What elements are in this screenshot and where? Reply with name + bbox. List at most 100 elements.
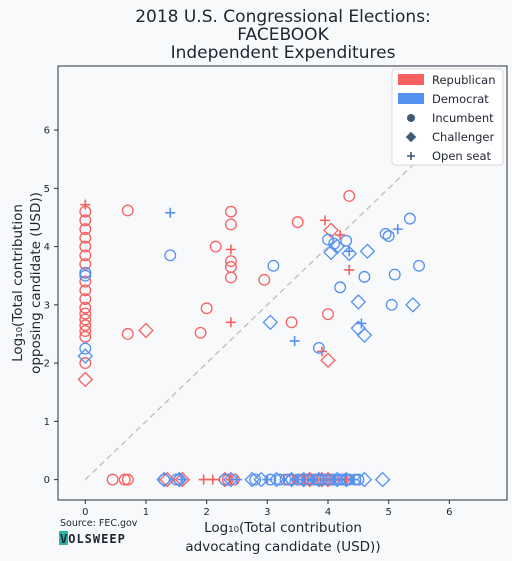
y-axis-label-line-1: Log₁₀(Total contribution [10, 204, 26, 362]
democrat-open-seat-point [165, 207, 176, 218]
legend-marker-incumbent [407, 114, 415, 122]
democrat-challenger-point [283, 471, 300, 488]
republican-incumbent-point [79, 307, 92, 320]
republican-incumbent-point [224, 218, 237, 231]
democrat-open-seat-point [289, 335, 300, 346]
brand-logo-mark [59, 531, 68, 545]
source-note: Source: FEC.gov [60, 518, 138, 529]
republican-challenger-point [323, 222, 339, 239]
republican-open-seat-point [316, 346, 327, 357]
democrat-open-seat-point [392, 224, 403, 235]
democrat-challenger-point [329, 238, 345, 255]
republican-incumbent-point [79, 357, 92, 370]
democrat-challenger-point [359, 243, 376, 260]
republican-incumbent-point [224, 255, 237, 268]
democrat-challenger-point [356, 327, 373, 343]
y-axis-label-line-2: opposing candidate (USD)) [28, 192, 44, 374]
legend-items: Republican Democrat Incumbent Challenger Ope… [398, 73, 496, 163]
democrat-open-seat-point [329, 474, 340, 485]
chart-title: 2018 U.S. Congressional Elections: FACEB… [135, 7, 431, 63]
democrat-incumbent-point [358, 270, 371, 283]
democrat-incumbent-point [79, 342, 92, 355]
y-tick-label: 3 [44, 300, 50, 311]
republican-open-seat-point [198, 474, 209, 485]
legend: Republican Democrat Incumbent Challenger Ope… [391, 68, 504, 166]
democrat-challenger-point [374, 471, 391, 488]
democrat-incumbent-point [413, 259, 425, 272]
republican-open-seat-point [335, 229, 346, 240]
legend-marker-open-seat [407, 152, 415, 160]
republican-open-seat-point [207, 474, 218, 485]
y-axis-label: Log₁₀(Total contribution opposing candid… [10, 192, 44, 374]
democrat-incumbent-point [385, 298, 398, 311]
y-axis-ticks: 0 1 2 3 4 5 6 [44, 126, 58, 486]
democrat-incumbent-point [312, 342, 325, 354]
democrat-incumbent-point [340, 234, 353, 247]
brand-logo-text: VOLSWEEP [60, 532, 126, 546]
x-tick-label: 2 [203, 507, 209, 518]
republican-incumbent-point [118, 473, 131, 486]
democrat-challenger-point [223, 471, 239, 488]
chart-title-line-2: FACEBOOK [237, 25, 329, 45]
democrat-incumbent-point [164, 249, 177, 262]
democrat-open-seat-point [347, 474, 358, 485]
democrat-challenger-point [338, 471, 355, 488]
chart-title-line-1: 2018 U.S. Congressional Elections: [135, 7, 431, 27]
y-tick-label: 6 [44, 126, 50, 137]
x-axis-label-line-1: Log₁₀(Total contribution [204, 520, 362, 536]
democrat-challenger-point [311, 471, 327, 488]
republican-incumbent-point [322, 308, 334, 321]
democrat-challenger-point [171, 471, 188, 488]
democrat-challenger-point [253, 471, 270, 488]
republican-incumbent-point [209, 240, 222, 253]
y-tick-label: 5 [44, 184, 50, 195]
republican-incumbent-point [79, 325, 92, 338]
democrat-challenger-point [77, 348, 94, 364]
data-points [77, 189, 425, 488]
x-tick-label: 3 [264, 507, 270, 518]
democrat-challenger-point [323, 244, 339, 261]
democrat-incumbent-point [158, 473, 171, 486]
republican-incumbent-point [200, 302, 213, 315]
legend-label-republican: Republican [432, 73, 496, 87]
democrat-open-seat-point [356, 318, 367, 329]
y-tick-label: 2 [44, 359, 50, 370]
legend-swatch-democrat [398, 93, 424, 104]
republican-open-seat-point [344, 264, 355, 275]
republican-incumbent-point [291, 216, 304, 229]
republican-open-seat-point [80, 199, 91, 210]
republican-incumbent-point [224, 271, 237, 284]
democrat-open-seat-point [262, 474, 273, 485]
democrat-incumbent-point [291, 473, 304, 486]
democrat-incumbent-point [382, 230, 395, 243]
democrat-open-seat-point [344, 246, 355, 257]
republican-incumbent-point [79, 330, 92, 343]
legend-label-open-seat: Open seat [432, 149, 491, 163]
x-tick-label: 1 [143, 507, 149, 518]
democrat-open-seat-point [307, 474, 318, 485]
democrat-incumbent-point [79, 269, 92, 282]
republican-incumbent-point [79, 214, 92, 227]
brand-logo: VOLSWEEP [59, 531, 126, 546]
x-axis-label-line-2: advocating candidate (USD)) [185, 539, 380, 555]
republican-incumbent-point [79, 258, 92, 271]
republican-challenger-point [320, 352, 336, 368]
x-axis-ticks: 0 1 2 3 4 5 6 [82, 500, 453, 518]
republican-challenger-point [77, 371, 94, 388]
x-axis-label: Log₁₀(Total contribution advocating cand… [185, 520, 380, 555]
republican-open-seat-point [225, 317, 236, 328]
democrat-incumbent-point [388, 268, 401, 281]
democrat-challenger-point [350, 294, 367, 310]
democrat-open-seat-point [292, 474, 303, 485]
republican-incumbent-point [285, 316, 298, 329]
republican-incumbent-point [79, 301, 92, 314]
democrat-challenger-point [156, 471, 172, 488]
republican-incumbent-point [121, 473, 134, 486]
x-tick-label: 4 [325, 507, 331, 518]
x-tick-label: 6 [446, 507, 452, 518]
republican-incumbent-point [79, 319, 92, 332]
republican-incumbent-point [224, 205, 237, 218]
democrat-incumbent-point [322, 233, 334, 246]
republican-incumbent-point [79, 240, 92, 253]
